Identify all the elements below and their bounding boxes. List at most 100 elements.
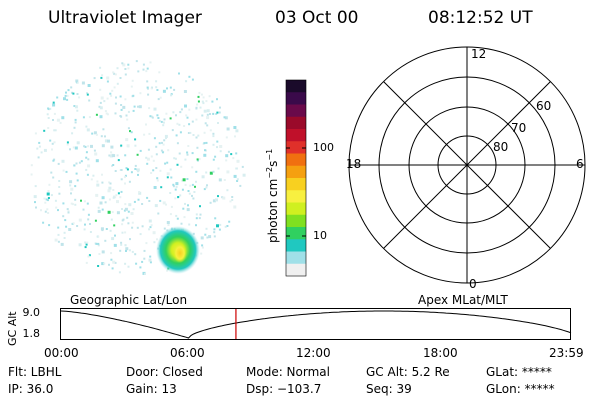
noise-pixel xyxy=(66,143,69,146)
noise-pixel xyxy=(223,116,226,119)
noise-pixel xyxy=(173,157,176,160)
noise-pixel xyxy=(85,151,88,154)
noise-pixel xyxy=(183,90,187,93)
noise-pixel xyxy=(52,101,55,104)
noise-pixel xyxy=(110,94,113,97)
noise-pixel xyxy=(64,94,67,97)
noise-pixel xyxy=(141,260,144,263)
noise-pixel xyxy=(233,126,237,129)
noise-pixel xyxy=(84,246,87,249)
noise-pixel xyxy=(61,116,65,120)
noise-pixel xyxy=(203,109,207,113)
noise-pixel xyxy=(170,94,173,97)
noise-pixel xyxy=(213,235,216,238)
noise-pixel xyxy=(115,194,118,197)
noise-pixel xyxy=(148,258,152,262)
noise-pixel xyxy=(150,87,153,90)
noise-pixel xyxy=(171,129,174,132)
noise-pixel xyxy=(101,144,105,148)
noise-pixel xyxy=(232,157,235,160)
noise-pixel xyxy=(225,136,228,139)
noise-pixel xyxy=(170,176,173,179)
noise-pixel xyxy=(173,88,176,91)
noise-pixel xyxy=(89,223,91,225)
noise-pixel xyxy=(112,164,115,166)
noise-pixel xyxy=(235,129,239,133)
noise-pixel xyxy=(63,231,66,234)
noise-pixel xyxy=(154,204,158,208)
noise-pixel xyxy=(155,80,158,83)
noise-pixel xyxy=(159,169,162,172)
noise-pixel xyxy=(38,145,41,148)
noise-pixel xyxy=(69,180,73,184)
noise-pixel xyxy=(184,202,186,205)
noise-pixel xyxy=(181,188,184,191)
noise-pixel xyxy=(76,81,79,84)
noise-pixel xyxy=(85,243,88,246)
noise-pixel xyxy=(212,132,215,135)
noise-pixel xyxy=(212,112,215,115)
noise-pixel xyxy=(47,190,50,192)
noise-pixel xyxy=(122,63,126,67)
noise-pixel xyxy=(113,86,116,89)
noise-pixel xyxy=(128,180,131,183)
date-label: 03 Oct 00 xyxy=(275,8,359,28)
noise-pixel xyxy=(149,226,152,229)
svg-text:photon cm−2s−1: photon cm−2s−1 xyxy=(265,149,280,243)
noise-pixel xyxy=(57,226,60,229)
noise-pixel xyxy=(69,184,72,187)
noise-pixel xyxy=(43,148,47,152)
noise-pixel xyxy=(226,170,230,174)
noise-pixel xyxy=(229,200,232,203)
noise-pixel xyxy=(134,138,137,141)
noise-pixel xyxy=(53,158,56,161)
noise-pixel xyxy=(114,112,117,115)
noise-pixel xyxy=(111,89,114,92)
noise-pixel xyxy=(137,105,139,108)
instrument-title: Ultraviolet Imager xyxy=(48,8,202,28)
noise-pixel xyxy=(120,115,123,118)
noise-pixel xyxy=(206,113,209,116)
noise-pixel xyxy=(99,66,102,69)
noise-pixel xyxy=(145,70,148,73)
noise-pixel xyxy=(130,171,133,174)
noise-pixel xyxy=(145,123,147,126)
noise-pixel xyxy=(57,209,59,212)
noise-pixel xyxy=(204,122,207,125)
noise-pixel xyxy=(201,246,204,249)
noise-pixel xyxy=(92,174,95,177)
noise-pixel xyxy=(120,243,123,246)
noise-pixel xyxy=(96,183,100,187)
noise-pixel xyxy=(172,183,175,186)
noise-pixel xyxy=(188,223,191,226)
colorbar-stripe xyxy=(286,190,306,203)
noise-pixel xyxy=(215,113,218,115)
noise-pixel xyxy=(67,210,70,213)
noise-pixel xyxy=(175,182,179,186)
noise-pixel xyxy=(195,224,197,227)
noise-pixel xyxy=(212,135,215,138)
noise-pixel xyxy=(230,153,233,156)
noise-pixel xyxy=(191,166,194,169)
noise-pixel xyxy=(126,216,129,219)
noise-pixel xyxy=(124,174,127,177)
noise-pixel xyxy=(114,234,116,237)
noise-pixel xyxy=(217,167,220,170)
noise-pixel xyxy=(81,81,85,85)
noise-pixel xyxy=(93,131,97,135)
noise-pixel xyxy=(124,244,127,247)
noise-pixel xyxy=(84,223,86,226)
noise-pixel xyxy=(127,265,130,268)
noise-pixel xyxy=(104,201,107,204)
noise-pixel xyxy=(71,203,74,206)
noise-pixel xyxy=(49,139,52,142)
noise-pixel xyxy=(116,154,119,157)
noise-pixel xyxy=(122,218,125,221)
noise-pixel xyxy=(150,224,153,227)
noise-pixel xyxy=(58,192,61,195)
noise-pixel xyxy=(103,262,106,265)
noise-pixel xyxy=(98,105,101,108)
noise-pixel xyxy=(90,178,93,181)
noise-pixel xyxy=(53,112,56,115)
noise-pixel xyxy=(151,116,154,119)
